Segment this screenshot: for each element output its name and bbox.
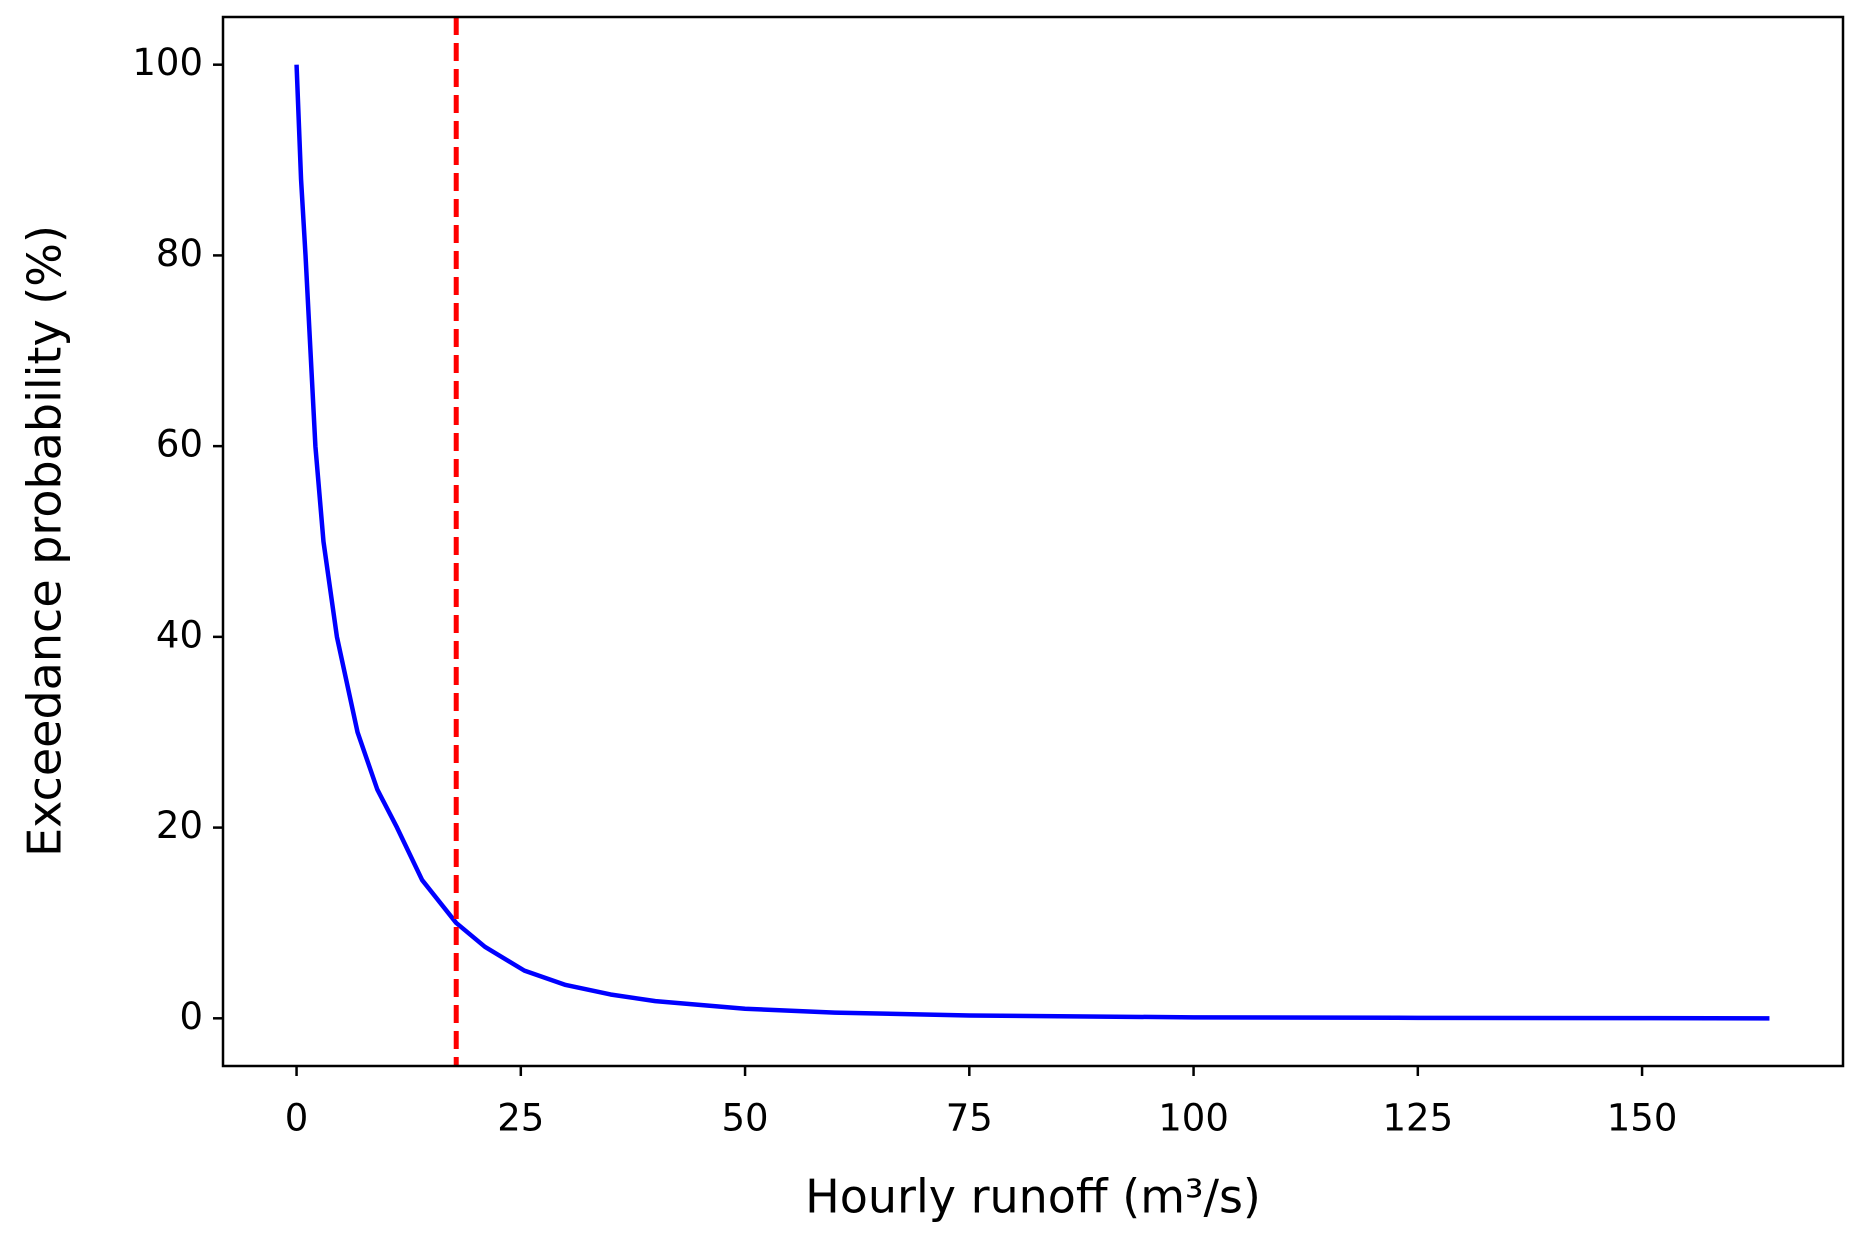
x-tick-label: 125 <box>1383 1097 1454 1140</box>
y-tick-label: 80 <box>156 232 203 275</box>
x-axis-label: Hourly runoff (m³/s) <box>805 1170 1261 1224</box>
x-tick-label: 25 <box>497 1097 544 1140</box>
x-tick-label: 75 <box>946 1097 993 1140</box>
data-line <box>294 64 1770 1021</box>
y-tick-label: 40 <box>156 613 203 656</box>
y-tick-label: 100 <box>132 41 203 84</box>
x-tick-label: 50 <box>722 1097 769 1140</box>
y-tick-label: 60 <box>156 423 203 466</box>
y-tick-label: 0 <box>179 995 203 1038</box>
x-tick-label: 150 <box>1607 1097 1678 1140</box>
x-tick-label: 0 <box>285 1097 309 1140</box>
y-tick-label: 20 <box>156 804 203 847</box>
plot-frame <box>221 15 1845 1068</box>
y-axis-label: Exceedance probability (%) <box>18 225 72 857</box>
x-tick-label: 100 <box>1158 1097 1229 1140</box>
